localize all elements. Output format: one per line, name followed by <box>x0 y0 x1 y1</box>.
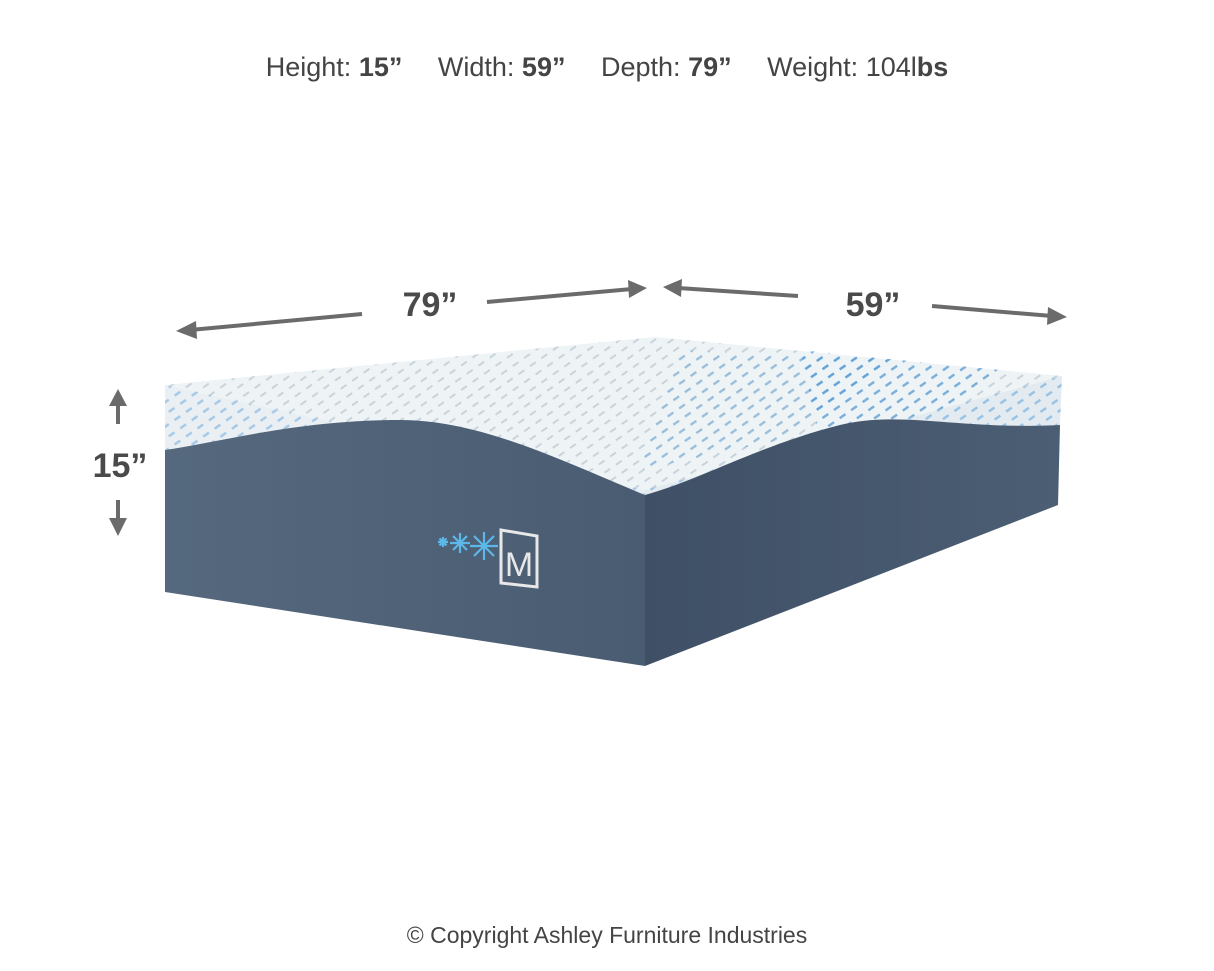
dimension-specs: Height: 15” Width: 59” Depth: 79” Weight… <box>0 52 1214 83</box>
spec-label: Width: <box>437 52 515 82</box>
spec-width: Width: 59” <box>438 52 566 82</box>
logo-letter: M <box>505 546 533 584</box>
spec-height: Height: 15” <box>266 52 403 82</box>
spec-value: 59” <box>521 52 566 82</box>
spec-depth: Depth: 79” <box>601 52 732 82</box>
spec-label: Depth: <box>600 52 681 82</box>
width-arrow <box>663 279 1067 325</box>
height-label: 15” <box>93 447 148 485</box>
brand-logo-m: M <box>499 528 539 589</box>
spec-value: 15” <box>358 52 403 82</box>
mattress-base <box>165 419 1060 666</box>
mattress-cover <box>165 337 1062 495</box>
depth-label: 79” <box>403 286 458 324</box>
height-arrow <box>109 389 127 536</box>
cooling-snowflake-icon <box>438 532 498 560</box>
spec-value: 79” <box>688 52 732 82</box>
spec-weight: Weight: 104lbs <box>767 52 948 82</box>
copyright-notice: © Copyright Ashley Furniture Industries <box>406 922 808 948</box>
spec-label: Weight: <box>767 52 859 82</box>
spec-unit: bs <box>916 52 949 82</box>
spec-label: Height: <box>265 52 352 82</box>
width-label: 59” <box>846 286 901 324</box>
depth-arrow <box>176 280 647 339</box>
spec-value: 104l <box>865 52 917 82</box>
